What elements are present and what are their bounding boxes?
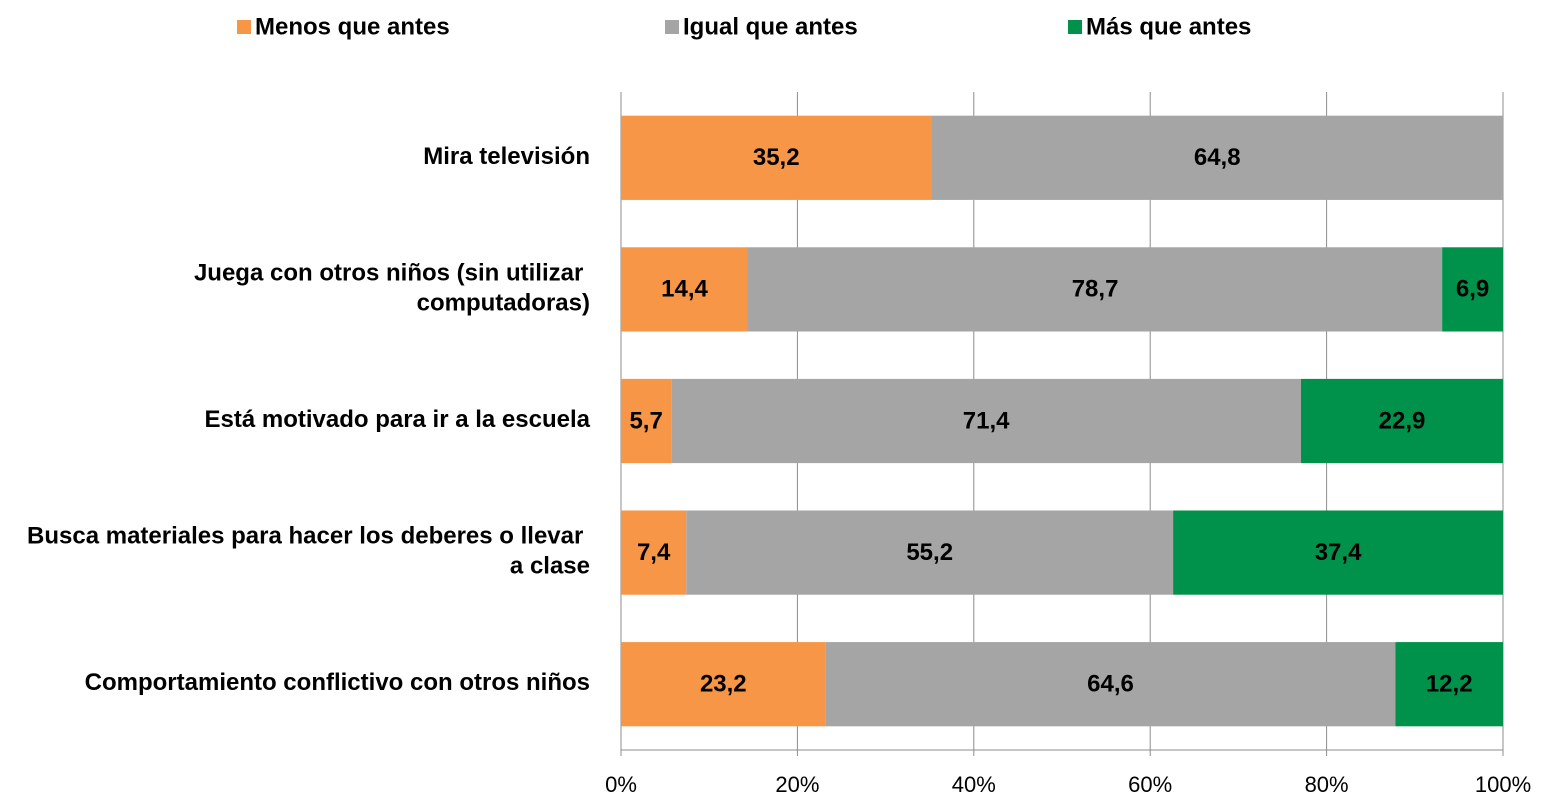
data-label: 35,2 — [753, 144, 800, 171]
legend-label: Menos que antes — [255, 13, 450, 40]
legend-swatch — [237, 20, 251, 34]
bar-segment — [1301, 378, 1503, 464]
bar-segment — [621, 378, 672, 464]
data-label: 64,6 — [1087, 671, 1134, 698]
data-label: 71,4 — [963, 407, 1010, 434]
legend-swatch — [1068, 20, 1082, 34]
legend-label: Más que antes — [1086, 13, 1251, 40]
bar-segment — [621, 510, 687, 595]
x-tick-label: 40% — [952, 772, 996, 797]
data-label: 64,8 — [1194, 144, 1241, 171]
data-label: 22,9 — [1379, 407, 1426, 434]
y-tick-label: Busca materiales para hacer los deberes … — [27, 523, 590, 580]
data-label: 37,4 — [1315, 539, 1362, 566]
bar-segment — [621, 247, 749, 332]
data-label: 6,9 — [1456, 276, 1489, 303]
y-tick-label: Está motivado para ir a la escuela — [204, 406, 590, 433]
data-label: 14,4 — [661, 276, 708, 303]
x-tick-label: 0% — [605, 772, 637, 797]
x-tick-label: 80% — [1305, 772, 1349, 797]
legend-label: Igual que antes — [683, 13, 858, 40]
bar-segment — [825, 642, 1396, 727]
data-label: 78,7 — [1072, 276, 1119, 303]
bar-segment — [671, 378, 1302, 464]
data-label: 5,7 — [629, 407, 662, 434]
bar-segment — [621, 115, 932, 200]
bar-segment — [931, 115, 1503, 200]
data-label: 12,2 — [1426, 671, 1473, 698]
bar-segment — [1442, 247, 1503, 332]
data-label: 55,2 — [906, 539, 953, 566]
bar-segment — [1395, 642, 1503, 727]
bar-segment — [686, 510, 1174, 595]
data-label: 23,2 — [700, 671, 747, 698]
y-tick-label: Mira televisión — [423, 143, 590, 170]
bar-segment — [621, 642, 826, 727]
data-label: 7,4 — [637, 539, 671, 566]
y-tick-label: Comportamiento conflictivo con otros niñ… — [85, 670, 590, 697]
bar-segment — [748, 247, 1443, 332]
legend-swatch — [665, 20, 679, 34]
y-tick-label: Juega con otros niños (sin utilizar comp… — [194, 260, 590, 317]
bar-segment — [1173, 510, 1503, 595]
x-tick-label: 100% — [1475, 772, 1531, 797]
x-tick-label: 20% — [775, 772, 819, 797]
x-tick-label: 60% — [1128, 772, 1172, 797]
